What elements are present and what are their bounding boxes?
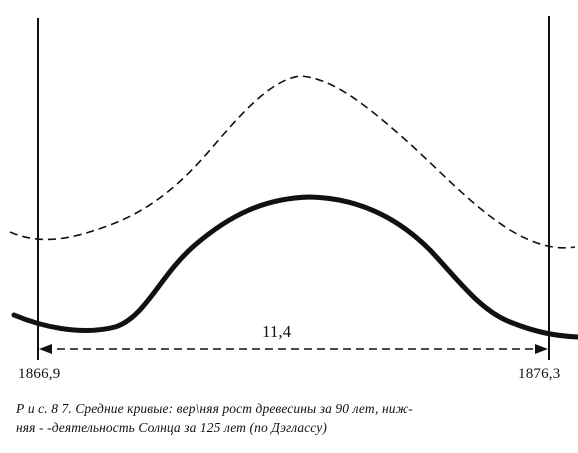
tree-growth-curve (9, 75, 576, 249)
figure-plot (9, 16, 578, 360)
caption-line-1: Р и с. 8 7. Средние кривые: вер\няя рост… (16, 401, 413, 416)
interval-arrow-left (39, 344, 52, 354)
left-year-label: 1866,9 (18, 366, 61, 382)
solar-activity-curve (11, 194, 578, 340)
right-year-label: 1876,3 (518, 366, 561, 382)
caption-line-2: няя - -деятельность Солнца за 125 лет (п… (16, 420, 327, 435)
interval-label: 11,4 (262, 322, 292, 341)
interval-arrow-right (535, 344, 548, 354)
figure-caption: Р и с. 8 7. Средние кривые: вер\няя рост… (16, 399, 572, 437)
